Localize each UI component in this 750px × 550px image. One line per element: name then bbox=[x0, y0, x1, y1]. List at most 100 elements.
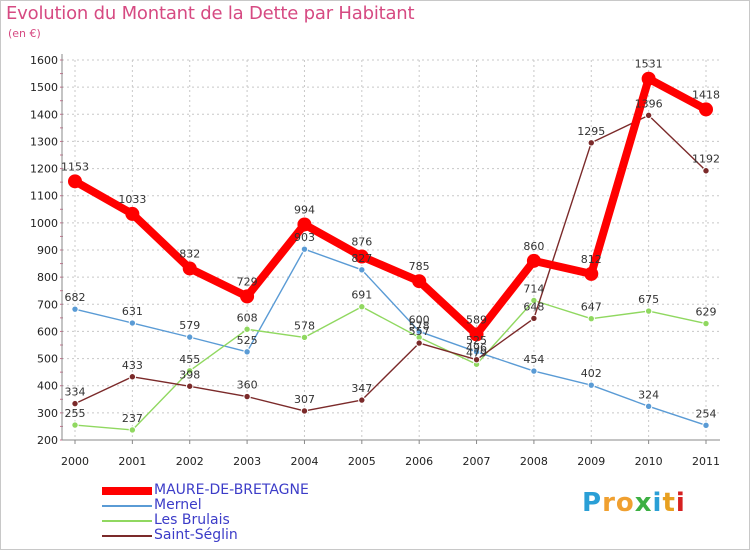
data-label: 1153 bbox=[61, 160, 89, 173]
data-label: 600 bbox=[409, 313, 430, 326]
data-label: 334 bbox=[65, 386, 86, 399]
logo-letter: r bbox=[602, 488, 616, 518]
data-point bbox=[354, 249, 369, 264]
data-label: 675 bbox=[638, 293, 659, 306]
data-label: 682 bbox=[65, 291, 86, 304]
data-point bbox=[530, 296, 538, 305]
x-tick-label: 2007 bbox=[463, 455, 491, 468]
y-tick-label: 400 bbox=[37, 380, 58, 393]
series-line-saint-s-glin bbox=[74, 114, 707, 412]
data-point bbox=[71, 421, 79, 429]
data-point bbox=[415, 339, 423, 347]
data-label: 496 bbox=[466, 342, 487, 355]
data-label: 578 bbox=[409, 319, 430, 332]
legend-label: Mernel bbox=[154, 497, 202, 513]
data-label: 398 bbox=[179, 368, 200, 381]
data-label: 255 bbox=[65, 407, 86, 420]
data-label: 691 bbox=[351, 289, 372, 302]
data-label: 402 bbox=[581, 367, 602, 380]
data-label: 629 bbox=[696, 306, 717, 319]
legend-label: MAURE-DE-BRETAGNE bbox=[154, 482, 309, 498]
x-tick-label: 2010 bbox=[635, 455, 663, 468]
data-label: 557 bbox=[409, 325, 430, 338]
data-label: 608 bbox=[237, 311, 258, 324]
x-tick-label: 2003 bbox=[233, 455, 261, 468]
data-point bbox=[297, 217, 312, 232]
data-point bbox=[186, 367, 194, 375]
x-tick-label: 2001 bbox=[118, 455, 146, 468]
data-label: 876 bbox=[351, 236, 372, 249]
y-tick-label: 600 bbox=[37, 325, 58, 338]
data-label: 1033 bbox=[118, 193, 146, 206]
data-point bbox=[243, 392, 251, 401]
x-tick-label: 2008 bbox=[520, 455, 548, 468]
proxiti-logo: Proxiti bbox=[582, 488, 686, 518]
data-point bbox=[243, 325, 251, 333]
data-label: 307 bbox=[294, 393, 315, 406]
data-label: 827 bbox=[351, 252, 372, 265]
data-point bbox=[186, 333, 194, 341]
legend-swatch bbox=[102, 535, 152, 537]
data-point bbox=[358, 303, 366, 311]
logo-letter: o bbox=[615, 488, 635, 518]
legend-label: Saint-Séglin bbox=[154, 527, 238, 543]
data-point bbox=[644, 402, 653, 411]
logo-letter: t bbox=[662, 488, 676, 518]
legend-swatch bbox=[102, 487, 152, 495]
x-tick-label: 2011 bbox=[692, 455, 720, 468]
plot-area bbox=[62, 60, 720, 440]
data-point bbox=[182, 261, 197, 276]
data-point bbox=[702, 167, 710, 175]
data-point bbox=[300, 333, 309, 342]
chart-unit-label: (en €) bbox=[8, 27, 41, 40]
data-label: 254 bbox=[696, 407, 717, 420]
data-label: 324 bbox=[638, 388, 659, 401]
x-tick-label: 2000 bbox=[61, 455, 89, 468]
y-tick-label: 1500 bbox=[30, 81, 58, 94]
data-point bbox=[125, 206, 140, 221]
series-line-les-brulais bbox=[74, 299, 707, 431]
data-label: 785 bbox=[409, 260, 430, 273]
data-point bbox=[584, 266, 599, 281]
data-point bbox=[530, 367, 538, 375]
y-tick-label: 800 bbox=[37, 271, 58, 284]
y-tick-label: 1400 bbox=[30, 108, 58, 121]
data-label: 578 bbox=[294, 319, 315, 332]
data-label: 525 bbox=[466, 334, 487, 347]
data-point bbox=[71, 399, 79, 408]
data-point bbox=[240, 289, 255, 304]
data-label: 347 bbox=[351, 382, 372, 395]
data-point bbox=[644, 307, 653, 315]
y-tick-label: 700 bbox=[37, 298, 58, 311]
data-label: 832 bbox=[179, 247, 200, 260]
logo-letter: i bbox=[652, 488, 663, 518]
x-tick-label: 2004 bbox=[290, 455, 318, 468]
data-label: 589 bbox=[466, 313, 487, 326]
data-label: 237 bbox=[122, 412, 143, 425]
data-point bbox=[358, 396, 366, 404]
data-point bbox=[412, 274, 427, 289]
y-tick-label: 900 bbox=[37, 244, 58, 257]
data-point bbox=[702, 421, 710, 430]
data-label: 433 bbox=[122, 359, 143, 372]
data-point bbox=[699, 102, 713, 117]
legend-swatch bbox=[102, 505, 152, 507]
data-point bbox=[68, 174, 82, 189]
data-label: 903 bbox=[294, 231, 315, 244]
data-point bbox=[526, 253, 541, 268]
x-tick-label: 2002 bbox=[176, 455, 204, 468]
data-point bbox=[300, 245, 309, 253]
data-point bbox=[641, 71, 656, 86]
data-point bbox=[300, 407, 309, 415]
data-label: 479 bbox=[466, 346, 487, 359]
data-label: 994 bbox=[294, 203, 315, 216]
logo-letter: i bbox=[675, 488, 686, 518]
data-point bbox=[128, 426, 137, 434]
data-point bbox=[702, 319, 710, 328]
data-label: 729 bbox=[237, 275, 258, 288]
data-label: 648 bbox=[523, 300, 544, 313]
data-label: 860 bbox=[523, 240, 544, 253]
data-point bbox=[472, 355, 481, 364]
data-point bbox=[587, 381, 595, 389]
data-label: 455 bbox=[179, 353, 200, 366]
